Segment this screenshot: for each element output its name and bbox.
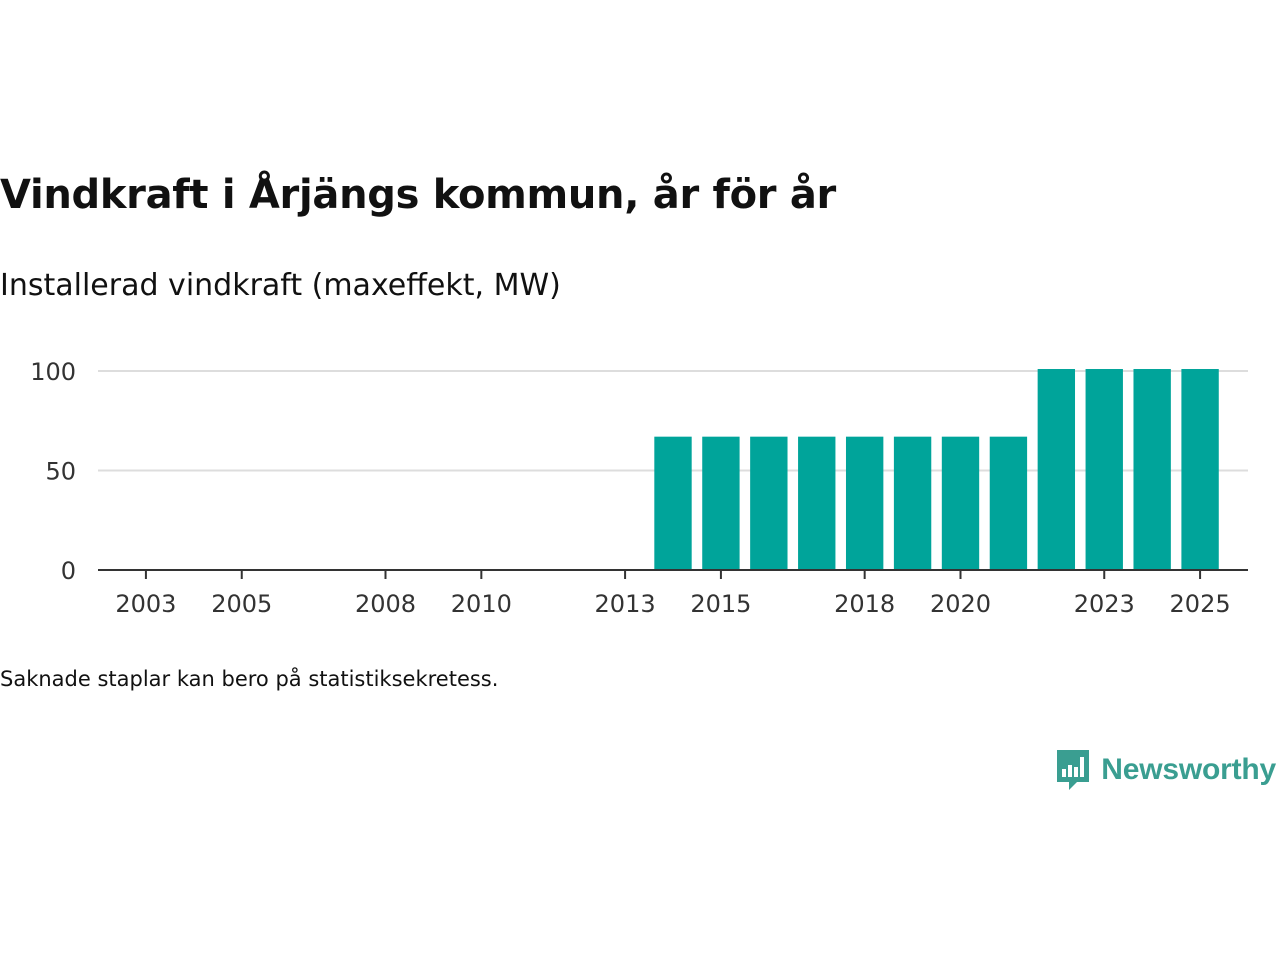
x-tick-label: 2023 [1074,590,1135,618]
footnote: Saknade staplar kan bero på statistiksek… [0,667,499,691]
bar-2015 [702,436,740,570]
bar-2014 [654,436,692,570]
y-tick-label: 0 [61,557,76,585]
chart-title: Vindkraft i Årjängs kommun, år för år [0,172,836,218]
bar-2017 [798,436,836,570]
x-tick-label: 2003 [115,590,176,618]
y-tick-label: 50 [45,458,76,486]
bar-2016 [750,436,788,570]
chart-subtitle: Installerad vindkraft (maxeffekt, MW) [0,268,561,303]
bar-chart: 0 50 100 2003 2005 2008 2010 2013 2015 2018 2020 20… [30,358,1248,618]
newsworthy-logo-icon [1057,750,1090,790]
bar-2019 [893,436,932,570]
x-tick-label: 2018 [834,590,895,618]
x-tick-label: 2025 [1170,590,1231,618]
x-tick-label: 2010 [451,590,512,618]
brand-logo: Newsworthy [1055,748,1276,792]
bar-2018 [845,436,884,570]
x-tick-label: 2020 [930,590,991,618]
x-tick-label: 2013 [595,590,656,618]
x-tick-label: 2015 [690,590,751,618]
bar-2020 [941,436,980,570]
x-tick-label: 2005 [211,590,272,618]
bars [654,369,1219,570]
bar-2021 [989,436,1028,570]
bar-2023 [1085,369,1123,570]
brand-name: Newsworthy [1101,753,1276,786]
x-tick-label: 2008 [355,590,416,618]
y-tick-label: 100 [30,358,76,386]
bar-2022 [1037,369,1076,570]
bar-2025 [1181,369,1219,570]
bar-2024 [1133,369,1171,570]
axes: 0 50 100 2003 2005 2008 2010 2013 2015 2018 2020 20… [30,358,1248,618]
